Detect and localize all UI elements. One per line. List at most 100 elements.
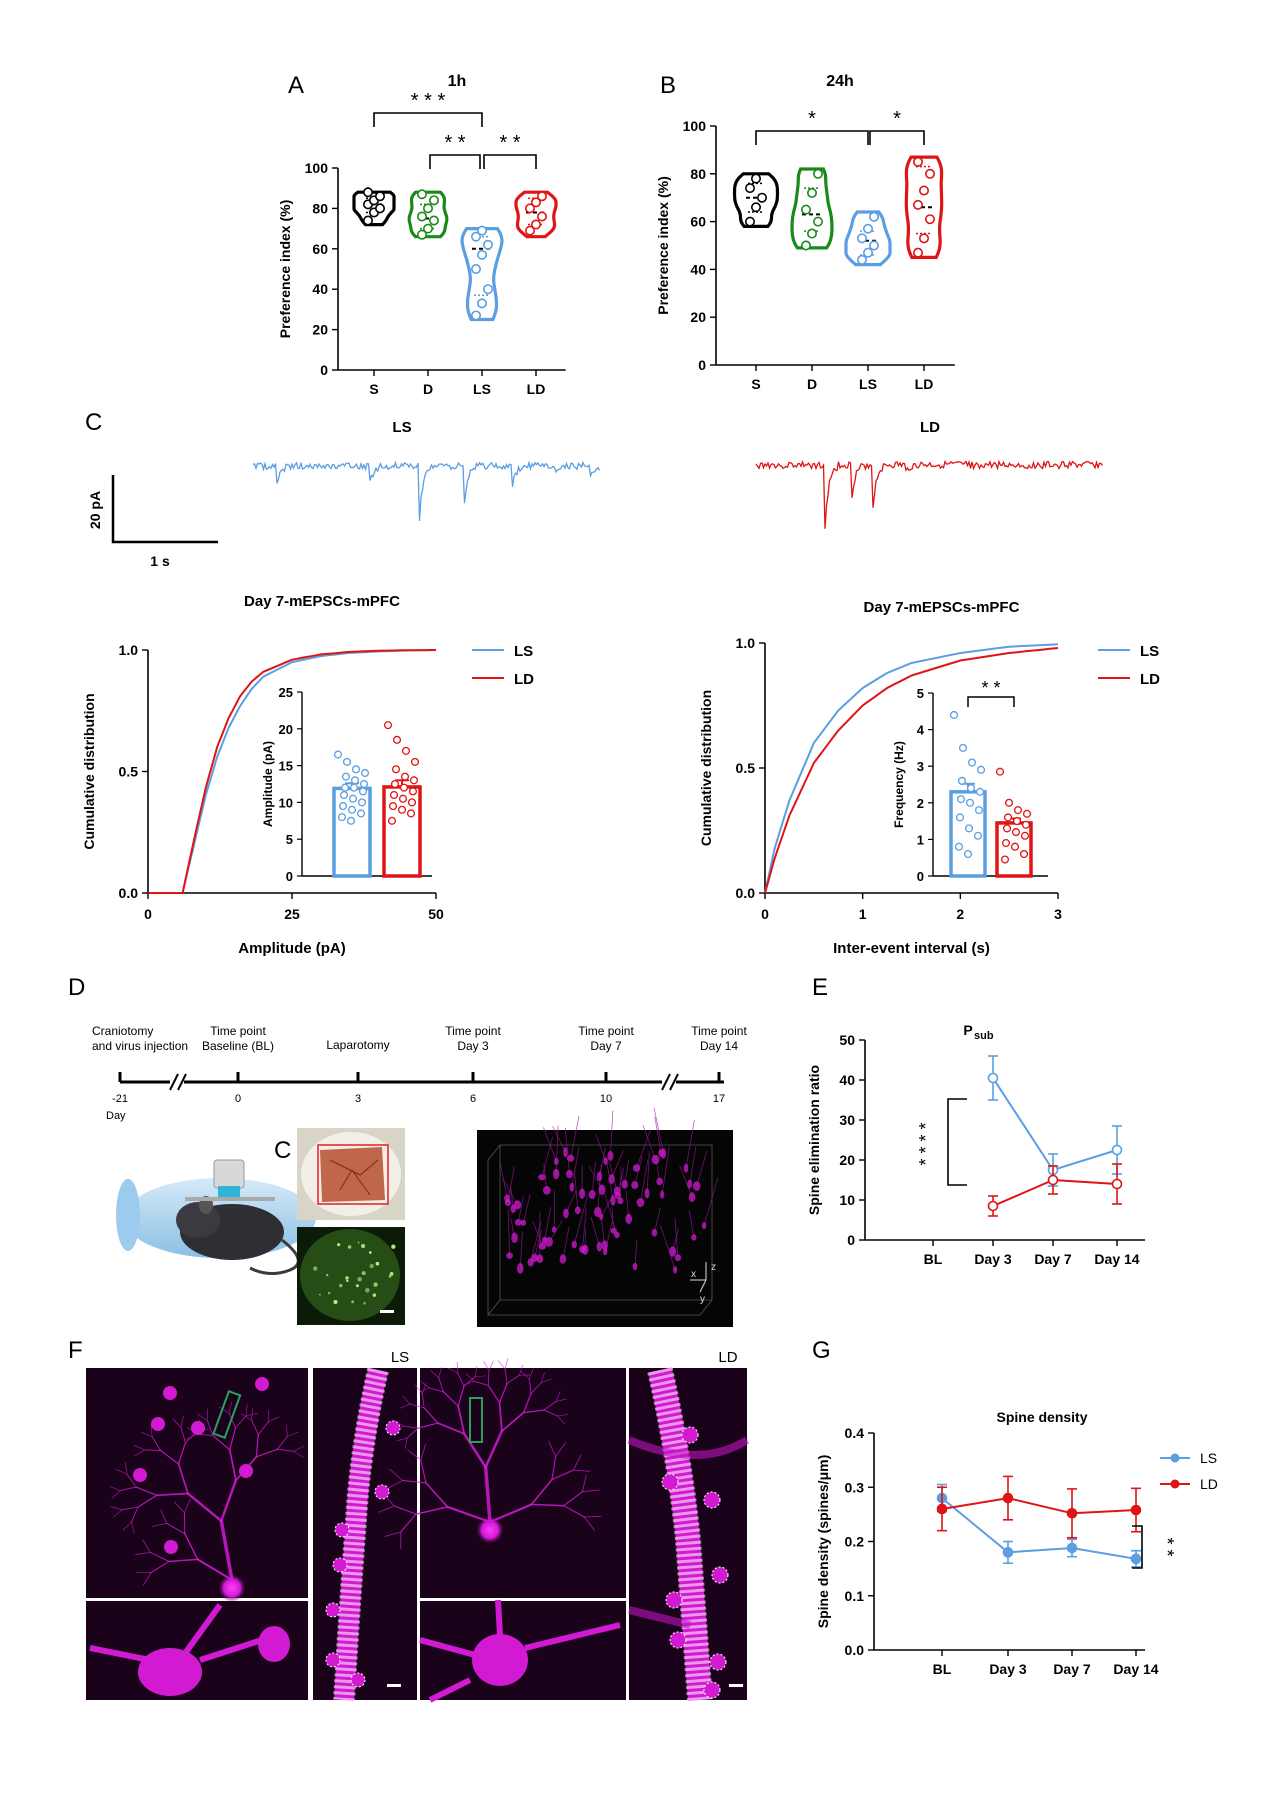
neuron-soma-zoom [472, 1634, 528, 1686]
dendrite-branch [177, 1441, 187, 1465]
dendrite-branch [438, 1377, 444, 1393]
data-point-ls [987, 1072, 999, 1084]
mouse-tail [249, 1238, 300, 1275]
x-tick-label: Day 3 [989, 1661, 1027, 1677]
inset-data-point [1013, 806, 1023, 815]
scale-bar-y-label: 20 pA [87, 491, 103, 529]
neurite [562, 1227, 570, 1260]
inset-y-tick-label: 5 [917, 686, 924, 701]
dendrite-branch [267, 1416, 280, 1423]
trace-ls [252, 460, 601, 521]
dendritic-spine [703, 1681, 721, 1699]
dendrite-branch [420, 1443, 427, 1461]
inset-data-point [1004, 798, 1014, 807]
neuron-soma [553, 1168, 560, 1180]
fluorescent-cell [345, 1276, 349, 1280]
dendrite-branch [134, 1449, 145, 1457]
neuron-soma [660, 1190, 665, 1199]
cell-body [163, 1386, 177, 1400]
x-tick-label: Day 3 [974, 1251, 1012, 1267]
inset-data-point [333, 750, 343, 759]
neuron-soma [621, 1179, 628, 1189]
neurite [611, 1150, 624, 1180]
x-axis-title: Inter-event interval (s) [833, 940, 990, 957]
inset-data-point [339, 790, 349, 800]
dendrite-branch [135, 1552, 151, 1555]
significance-stars: * * * * [916, 1122, 936, 1165]
data-point [482, 239, 493, 250]
inset-data-point [337, 813, 347, 822]
trace-ld [755, 459, 1103, 529]
data-point [530, 197, 541, 208]
chart-title-subscript: sub [974, 1030, 994, 1042]
neuron-soma [542, 1185, 551, 1195]
fluorescent-cell [319, 1293, 321, 1296]
inset-data-point [976, 765, 986, 774]
data-point [918, 233, 929, 244]
panel-letter-c-inset: C [274, 1137, 291, 1164]
y-axis-title: Spine elimination ratio [806, 1065, 822, 1215]
significance-bracket [483, 154, 537, 169]
neuron-soma [658, 1148, 664, 1157]
dendrite-branch [402, 1480, 427, 1484]
legend-marker-ld [1170, 1479, 1180, 1489]
fluorescent-cell [363, 1302, 366, 1305]
inset-data-point [360, 768, 370, 778]
dendrite-branch [144, 1449, 162, 1451]
neurite [573, 1195, 588, 1245]
data-point [868, 240, 879, 251]
dendrite-branch [473, 1380, 489, 1386]
dendrite-branch [219, 1406, 230, 1414]
neurite [543, 1163, 548, 1191]
x-tick-label: S [751, 376, 760, 392]
neuron-soma [692, 1181, 701, 1191]
x-tick-label: BL [924, 1251, 943, 1267]
dendritic-spine [669, 1631, 687, 1649]
x-tick-label: 3 [1054, 906, 1062, 922]
trace-label-ld: LD [920, 419, 940, 436]
neurite [532, 1221, 543, 1247]
timeline-event-label: Time point Day 3 [445, 1024, 501, 1053]
inset-y-tick-label: 1 [917, 832, 924, 847]
scale-bar-micrograph [729, 1684, 743, 1687]
y-tick-label: 20 [690, 309, 706, 325]
dendrite-branch [528, 1368, 534, 1380]
y-tick-label: 0 [698, 357, 706, 373]
dendrite-branch [131, 1521, 135, 1534]
dendrite-branch [551, 1455, 557, 1481]
neuron-soma [538, 1242, 547, 1250]
dendrite-branch [174, 1501, 185, 1514]
inset-y-axis-title: Amplitude (pA) [261, 741, 275, 827]
dendrite-branch [393, 1505, 417, 1515]
dendrite-shaft [648, 1367, 712, 1701]
dendrite-branch [168, 1558, 199, 1563]
neuron-soma [571, 1240, 577, 1249]
x-tick-label: 1 [859, 906, 867, 922]
inset-data-point [965, 798, 975, 807]
volume-box [487, 1144, 713, 1316]
legend-marker-ls [1170, 1453, 1180, 1463]
data-point [362, 215, 373, 226]
neuron-soma [511, 1232, 518, 1243]
inset-data-point [356, 809, 366, 818]
neurite [519, 1231, 523, 1269]
dendrite-branch [551, 1469, 574, 1481]
dendrite-branch [504, 1358, 509, 1370]
violin-d [790, 167, 834, 250]
neuron-soma [691, 1234, 697, 1241]
timeline-event-label: Time point Day 7 [578, 1024, 634, 1053]
dendrite-branch [402, 1425, 419, 1429]
significance-stars: * * [444, 132, 465, 154]
inset-data-point [954, 842, 964, 851]
dendrite-branch [399, 1403, 411, 1409]
inset-y-tick-label: 0 [286, 869, 293, 884]
neuron-soma [569, 1182, 575, 1192]
neurite [646, 1151, 650, 1194]
neurite [597, 1164, 602, 1213]
inset-data-point [955, 813, 965, 822]
dendrite-branch [186, 1492, 223, 1523]
inset-data-point [963, 849, 973, 859]
neuron-soma [514, 1219, 522, 1226]
dendrite-branch [457, 1405, 466, 1435]
y-axis-title: Spine density (spines/μm) [815, 1455, 831, 1629]
